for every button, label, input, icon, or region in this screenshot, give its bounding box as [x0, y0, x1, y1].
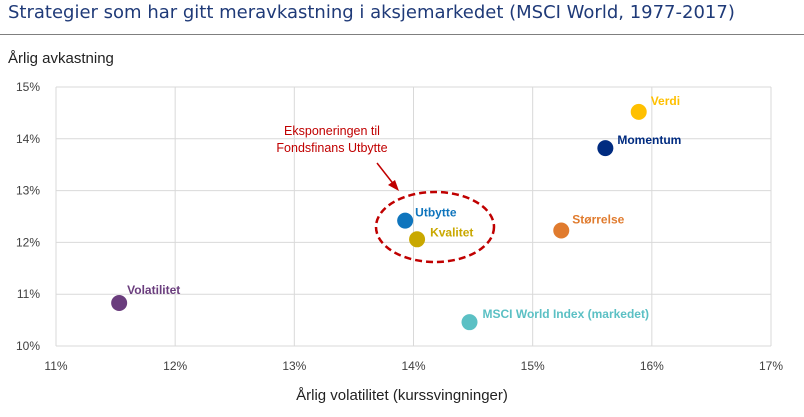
y-tick-label: 13%	[16, 184, 40, 198]
annotation-arrowhead	[388, 180, 399, 191]
point-momentum	[597, 140, 614, 157]
x-tick-label: 11%	[44, 359, 67, 373]
label-verdi: Verdi	[651, 94, 680, 108]
label-msci-world-index-markedet: MSCI World Index (markedet)	[483, 307, 649, 321]
label-momentum: Momentum	[617, 133, 681, 147]
x-tick-label: 15%	[521, 359, 545, 373]
x-tick-labels: 11% 12% 13% 14% 15% 16% 17%	[44, 359, 783, 373]
y-tick-label: 15%	[16, 80, 40, 94]
point-utbytte	[397, 212, 414, 229]
y-tick-labels: 10% 11% 12% 13% 14% 15%	[16, 80, 40, 353]
chart-title: Strategier som har gitt meravkastning i …	[8, 2, 735, 23]
x-tick-label: 12%	[163, 359, 187, 373]
label-storrelse: Størrelse	[572, 212, 624, 226]
point-storrelse	[553, 222, 570, 239]
point-kvalitet	[409, 231, 426, 248]
y-tick-label: 14%	[16, 132, 40, 146]
x-tick-label: 16%	[640, 359, 664, 373]
annotation-text-line: Eksponeringen til	[284, 124, 380, 138]
y-tick-label: 12%	[16, 235, 40, 249]
point-verdi	[630, 103, 647, 120]
x-tick-label: 17%	[759, 359, 783, 373]
data-points	[111, 103, 647, 331]
label-kvalitet: Kvalitet	[430, 225, 473, 239]
label-volatilitet: Volatilitet	[127, 283, 180, 297]
grid	[55, 86, 772, 347]
y-tick-label: 11%	[17, 287, 40, 301]
title-divider	[0, 34, 804, 35]
y-axis-label: Årlig avkastning	[8, 50, 114, 67]
point-volatilitet	[111, 295, 128, 312]
annotation-text-line: Fondsfinans Utbytte	[276, 141, 387, 155]
x-tick-label: 13%	[282, 359, 306, 373]
x-tick-label: 14%	[401, 359, 425, 373]
point-msci-world-index-markedet	[461, 314, 478, 331]
x-axis-label: Årlig volatilitet (kurssvingninger)	[296, 387, 508, 404]
point-labels: Verdi Momentum Utbytte Kvalitet Størrelse Vol…	[127, 94, 681, 321]
annotation: Eksponeringen til Fondsfinans Utbytte	[276, 124, 496, 264]
label-utbytte: Utbytte	[415, 206, 457, 220]
y-tick-label: 10%	[16, 339, 40, 353]
annotation-ellipse	[374, 190, 496, 264]
